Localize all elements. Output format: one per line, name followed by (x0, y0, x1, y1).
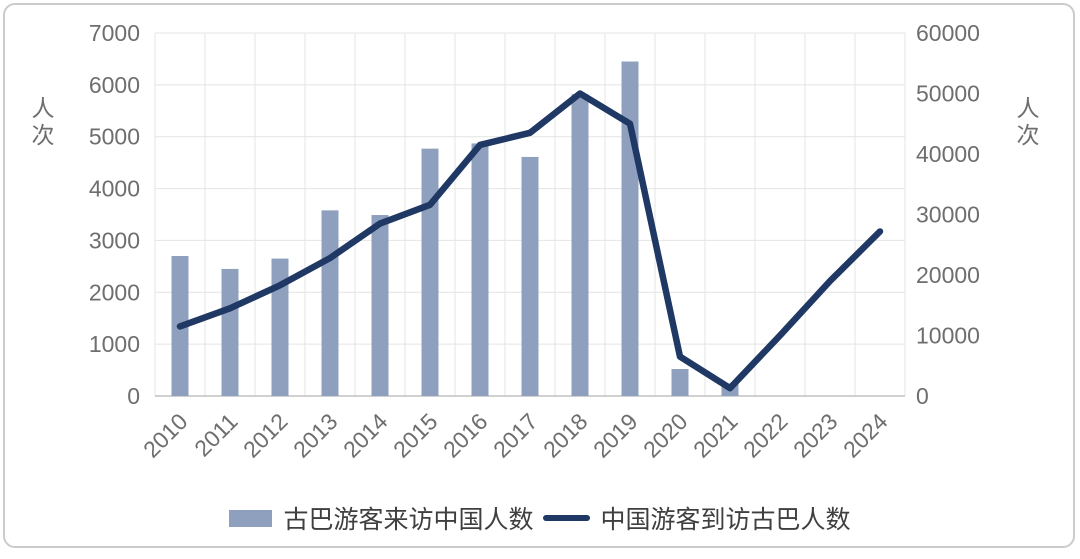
line-series-label: 中国游客到访古巴人数 (600, 507, 851, 534)
bar-2015 (421, 148, 439, 396)
line-series (176, 90, 884, 392)
left-axis-tick: 5000 (89, 124, 140, 150)
bar-2016 (471, 143, 489, 396)
x-axis-label: 2023 (788, 408, 843, 463)
right-axis-tick: 10000 (916, 323, 980, 349)
left-axis-tick: 4000 (89, 176, 140, 202)
left-axis-tick: 0 (127, 383, 140, 409)
legend-item-bar-series: 古巴游客来访中国人数 (229, 500, 534, 536)
left-axis-tick: 3000 (89, 227, 140, 253)
right-axis-title: 人次 (1017, 96, 1040, 148)
x-axis-label: 2010 (138, 408, 193, 463)
x-axis-label: 2013 (288, 408, 343, 463)
bar-2014 (371, 215, 389, 396)
x-axis-label: 2021 (688, 408, 743, 463)
right-axis-tick: 40000 (916, 141, 980, 167)
x-axis-label: 2014 (338, 408, 393, 463)
x-axis-label: 2012 (238, 408, 293, 463)
line-series-swatch (542, 515, 590, 521)
legend-item-line-series: 中国游客到访古巴人数 (542, 500, 851, 536)
legend: 古巴游客来访中国人数 中国游客到访古巴人数 (0, 500, 1080, 536)
bar-2017 (521, 156, 539, 396)
x-axis-label: 2024 (838, 408, 893, 463)
left-axis-tick: 6000 (89, 72, 140, 98)
x-axis-label: 2022 (738, 408, 793, 463)
bar-2013 (321, 210, 339, 396)
right-axis-tick: 0 (916, 383, 929, 409)
x-axis-label: 2016 (438, 408, 493, 463)
right-axis-tick: 50000 (916, 81, 980, 107)
x-axis-label: 2011 (189, 408, 242, 461)
right-axis-tick: 30000 (916, 202, 980, 228)
right-axis-tick: 20000 (916, 262, 980, 288)
bar-2011 (221, 268, 239, 396)
x-axis-label: 2020 (638, 408, 693, 463)
left-axis-tick: 1000 (89, 331, 140, 357)
x-axis-label: 2015 (388, 408, 443, 463)
right-axis-tick: 60000 (916, 20, 980, 46)
left-axis-tick: 7000 (89, 20, 140, 46)
x-axis-label: 2019 (588, 408, 643, 463)
bar-series-swatch (229, 509, 273, 527)
bar-series-label: 古巴游客来访中国人数 (283, 507, 534, 534)
left-axis-tick: 2000 (89, 279, 140, 305)
bar-2020 (671, 369, 689, 396)
bar-2012 (271, 258, 289, 396)
x-axis-label: 2017 (488, 408, 543, 463)
bar-2019 (621, 61, 639, 397)
left-axis-title: 人次 (32, 96, 55, 148)
x-axis-label: 2018 (538, 408, 593, 463)
bar-2018 (571, 94, 589, 396)
